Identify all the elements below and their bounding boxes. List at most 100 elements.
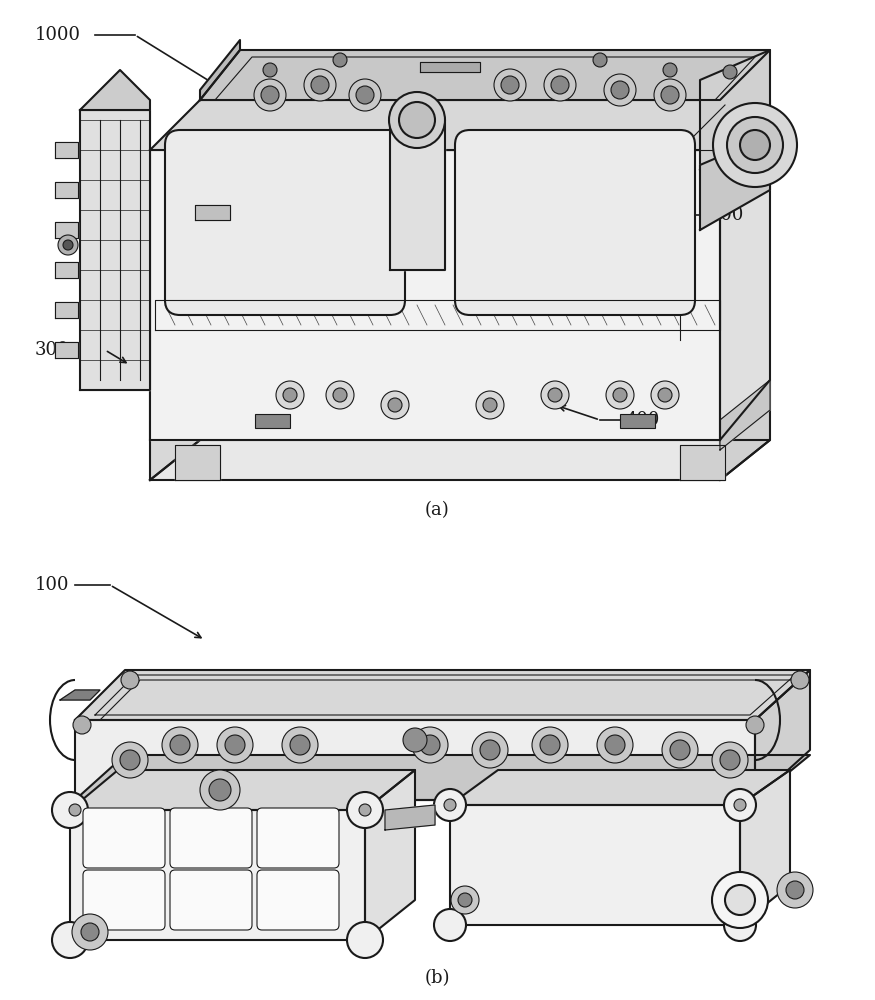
FancyBboxPatch shape (83, 870, 165, 930)
Polygon shape (75, 670, 810, 720)
Circle shape (73, 716, 91, 734)
Circle shape (658, 388, 672, 402)
Circle shape (670, 740, 690, 760)
Polygon shape (720, 380, 770, 450)
Polygon shape (80, 70, 150, 110)
Circle shape (501, 76, 519, 94)
Polygon shape (700, 135, 770, 230)
Polygon shape (75, 720, 755, 800)
FancyBboxPatch shape (257, 870, 339, 930)
Polygon shape (55, 182, 78, 198)
Polygon shape (55, 262, 78, 278)
Circle shape (472, 732, 508, 768)
FancyBboxPatch shape (83, 808, 165, 868)
Circle shape (532, 727, 568, 763)
Circle shape (605, 735, 625, 755)
Circle shape (121, 671, 139, 689)
Polygon shape (390, 120, 445, 270)
Circle shape (399, 102, 435, 138)
Polygon shape (55, 222, 78, 238)
Polygon shape (55, 342, 78, 358)
Circle shape (723, 65, 737, 79)
Circle shape (777, 872, 813, 908)
Circle shape (663, 63, 677, 77)
Text: 1000: 1000 (35, 26, 81, 44)
Circle shape (727, 117, 783, 173)
Circle shape (290, 735, 310, 755)
Circle shape (112, 742, 148, 778)
Circle shape (434, 909, 466, 941)
FancyBboxPatch shape (257, 808, 339, 868)
Polygon shape (55, 302, 78, 318)
Bar (255, 414, 290, 428)
Circle shape (263, 63, 277, 77)
Polygon shape (175, 445, 220, 480)
Circle shape (713, 103, 797, 187)
Text: (b): (b) (424, 969, 450, 987)
Polygon shape (755, 670, 810, 800)
Circle shape (254, 79, 286, 111)
Polygon shape (200, 50, 770, 100)
Circle shape (389, 92, 445, 148)
Circle shape (349, 79, 381, 111)
Circle shape (613, 388, 627, 402)
Circle shape (333, 53, 347, 67)
Circle shape (540, 735, 560, 755)
Circle shape (170, 735, 190, 755)
Circle shape (381, 391, 409, 419)
Circle shape (347, 792, 383, 828)
Circle shape (72, 914, 108, 950)
Polygon shape (195, 205, 230, 220)
Bar (620, 414, 655, 428)
Circle shape (420, 735, 440, 755)
Circle shape (58, 235, 78, 255)
Circle shape (551, 76, 569, 94)
Polygon shape (55, 142, 78, 158)
Circle shape (786, 881, 804, 899)
Circle shape (225, 735, 245, 755)
Circle shape (662, 732, 698, 768)
Circle shape (162, 727, 198, 763)
Circle shape (740, 130, 770, 160)
Circle shape (746, 716, 764, 734)
Polygon shape (700, 50, 770, 170)
Polygon shape (150, 100, 770, 150)
Circle shape (548, 388, 562, 402)
Polygon shape (680, 445, 725, 480)
Text: (a): (a) (424, 501, 450, 519)
Circle shape (611, 81, 629, 99)
Circle shape (347, 922, 383, 958)
Circle shape (434, 789, 466, 821)
Circle shape (593, 53, 607, 67)
Polygon shape (720, 100, 770, 440)
Polygon shape (385, 805, 435, 830)
Circle shape (483, 398, 497, 412)
Circle shape (282, 727, 318, 763)
Polygon shape (200, 40, 240, 100)
Polygon shape (60, 690, 100, 700)
Polygon shape (75, 755, 810, 800)
Circle shape (544, 69, 576, 101)
Circle shape (209, 779, 231, 801)
Circle shape (724, 909, 756, 941)
Circle shape (304, 69, 336, 101)
Circle shape (725, 885, 755, 915)
Circle shape (52, 792, 88, 828)
FancyBboxPatch shape (165, 130, 405, 315)
Circle shape (712, 872, 768, 928)
Polygon shape (720, 380, 770, 480)
Circle shape (661, 86, 679, 104)
Circle shape (200, 770, 240, 810)
Circle shape (597, 727, 633, 763)
Circle shape (69, 804, 81, 816)
Polygon shape (420, 62, 480, 72)
Polygon shape (80, 110, 150, 390)
Circle shape (81, 923, 99, 941)
Circle shape (217, 727, 253, 763)
Circle shape (651, 381, 679, 409)
Circle shape (120, 750, 140, 770)
Circle shape (444, 799, 456, 811)
Text: 200: 200 (710, 206, 745, 224)
Circle shape (359, 804, 371, 816)
Circle shape (276, 381, 304, 409)
